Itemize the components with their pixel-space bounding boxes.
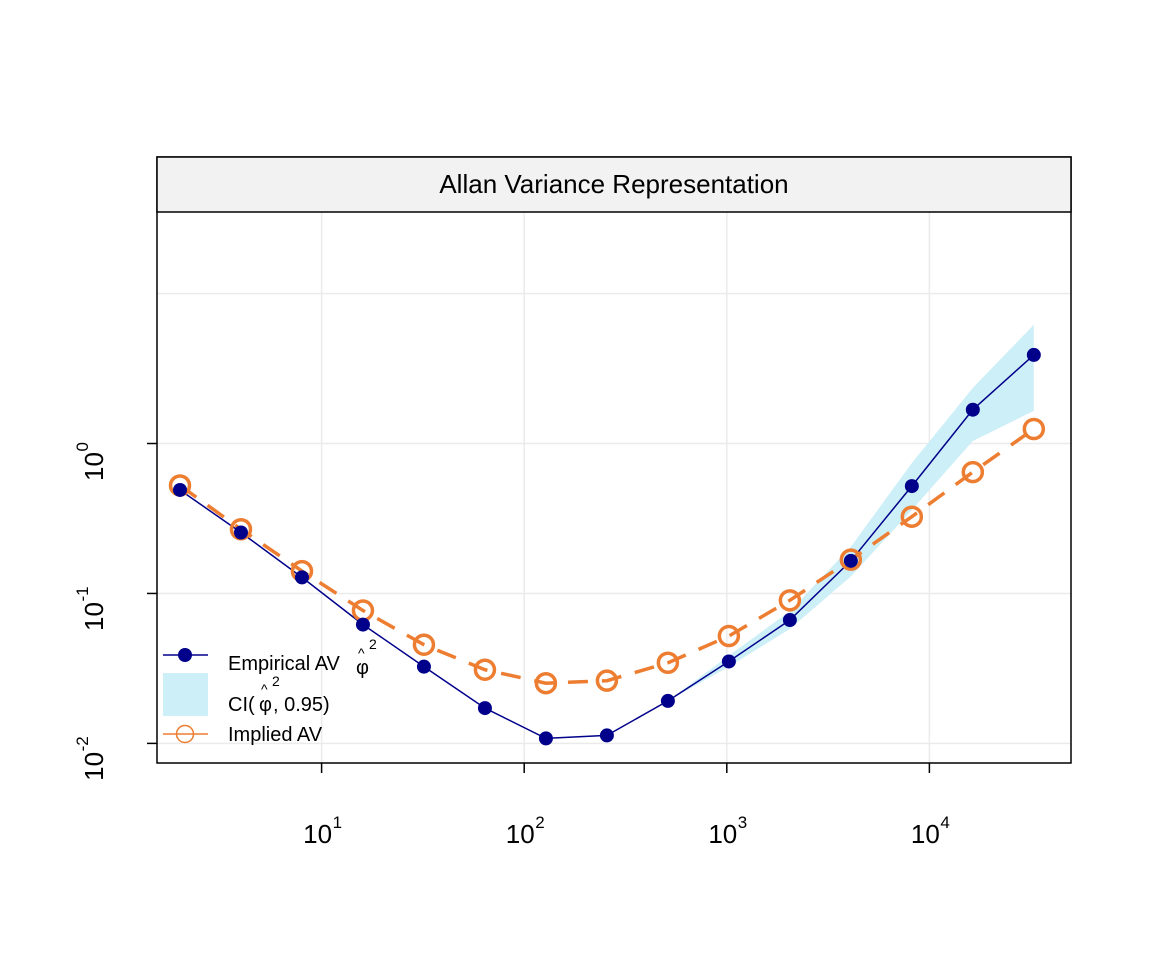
legend-implied-label: Implied AV (228, 724, 323, 746)
ci-band (180, 324, 1034, 739)
empirical-av-point (1026, 347, 1041, 362)
x-tick-exponent: 4 (940, 813, 949, 832)
legend-empirical-label: Empirical AV (228, 653, 341, 675)
legend-ci-prefix: CI( (228, 694, 255, 716)
series-layer (168, 347, 1046, 746)
implied-av-point (839, 548, 863, 571)
empirical-av-point (538, 731, 553, 746)
legend-empirical-sup: 2 (369, 636, 377, 652)
y-tick-exponent: 0 (73, 442, 92, 451)
implied-av-point (717, 624, 741, 648)
legend-ci-swatch (163, 673, 208, 716)
legend-ci-suffix: , 0.95) (273, 694, 330, 716)
title-strip (156, 156, 1072, 213)
grid-lines (157, 212, 1071, 763)
legend-empirical-phi: φ (356, 657, 369, 679)
legend-empirical-marker (178, 648, 192, 662)
empirical-av-point (965, 402, 980, 417)
chart-title: Allan Variance Representation (439, 169, 788, 199)
empirical-av-point (294, 570, 309, 585)
implied-av-point (412, 633, 436, 656)
y-tick-label: 10 (79, 452, 109, 481)
x-tick-label: 10 (911, 819, 940, 849)
y-tick-exponent: -1 (73, 586, 92, 601)
implied-av-point (1022, 417, 1046, 441)
x-tick-exponent: 2 (535, 813, 544, 832)
legend-implied-marker (175, 724, 195, 744)
implied-av-point (778, 589, 802, 612)
x-tick-exponent: 3 (738, 813, 747, 832)
y-tick-label: 10 (79, 752, 109, 781)
implied-av-point (595, 669, 619, 692)
implied-av-point (961, 460, 985, 484)
x-tick-exponent: 1 (333, 813, 342, 832)
empirical-av-point (416, 659, 431, 674)
implied-av-point (534, 671, 558, 695)
empirical-av-point (904, 479, 919, 494)
empirical-av-point (599, 728, 614, 743)
y-tick-label-group: 100 (73, 442, 109, 481)
empirical-av-point (721, 654, 736, 669)
empirical-av-point (782, 613, 797, 628)
y-tick-label-group: 10-2 (73, 736, 109, 781)
y-tick-label: 10 (79, 602, 109, 631)
implied-av-point (900, 505, 924, 528)
empirical-av-point (355, 617, 370, 632)
implied-av-line (178, 427, 1035, 685)
y-tick-label-group: 10-1 (73, 586, 109, 631)
ci-band-layer (180, 324, 1034, 739)
empirical-av-point (172, 482, 187, 497)
legend-ci-phi: φ (259, 694, 272, 716)
implied-av-point (473, 658, 497, 681)
legend-ci-sup: 2 (272, 673, 280, 689)
legend: Empirical AV φ^2CI(φ^ 2, 0.95)Implied AV (163, 636, 377, 746)
empirical-av-point (843, 553, 858, 568)
legend-ci-hat: ^ (261, 681, 268, 697)
x-tick-label: 10 (506, 819, 535, 849)
legend-empirical-hat: ^ (358, 645, 365, 661)
x-tick-label: 10 (708, 819, 737, 849)
empirical-av-point (233, 525, 248, 540)
y-tick-exponent: -2 (73, 736, 92, 751)
empirical-av-point (477, 701, 492, 716)
empirical-av-point (660, 693, 675, 708)
x-tick-label: 10 (303, 819, 332, 849)
implied-av-point (656, 651, 680, 675)
